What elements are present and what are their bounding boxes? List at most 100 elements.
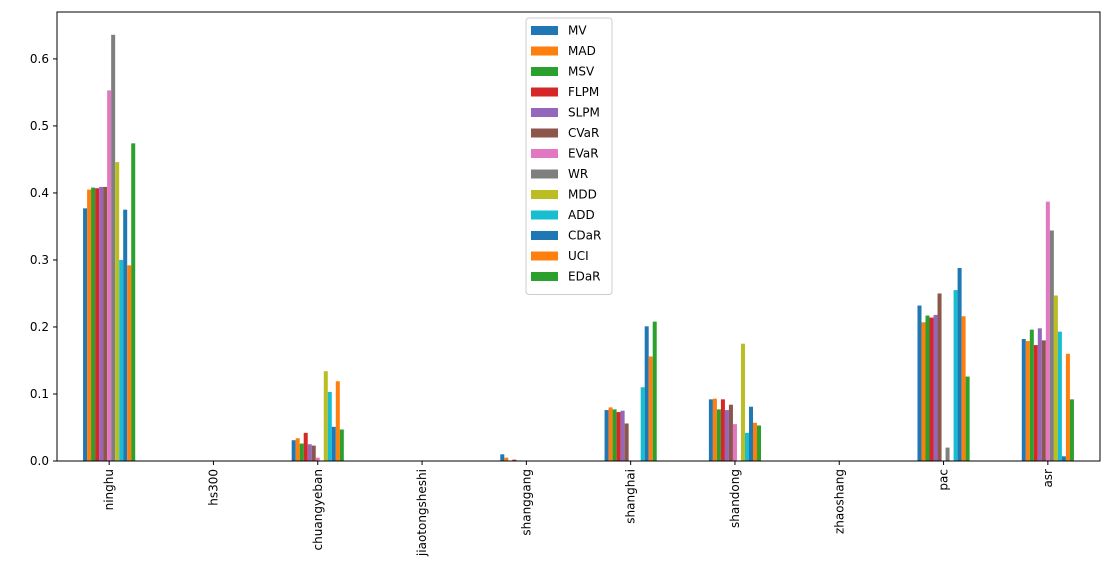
legend-swatch-add	[531, 210, 558, 220]
bar-msv-pac	[925, 315, 930, 461]
legend-label-add: ADD	[568, 208, 595, 222]
bar-flpm-shanghai	[616, 412, 621, 461]
legend-label-slpm: SLPM	[568, 106, 600, 120]
bar-evar-ninghu	[107, 90, 112, 461]
x-tick-label-ninghu: ninghu	[102, 469, 116, 510]
x-tick-label-shanghai: shanghai	[624, 469, 638, 524]
legend-swatch-wr	[531, 169, 558, 179]
bar-cvar-ninghu	[103, 186, 108, 462]
bar-mv-shanghai	[604, 410, 609, 461]
bar-mv-shanggang	[500, 454, 505, 461]
legend-label-cvar: CVaR	[568, 126, 599, 140]
bar-flpm-shanggang	[512, 459, 517, 461]
legend-swatch-mdd	[531, 190, 558, 199]
legend-swatch-mv	[531, 26, 558, 35]
x-tick-label-shanggang: shanggang	[519, 469, 533, 536]
legend-label-uci: UCI	[568, 249, 589, 263]
bar-uci-asr	[1065, 353, 1070, 461]
legend-label-mad: MAD	[568, 44, 596, 58]
x-tick-label-hs300: hs300	[206, 469, 220, 506]
bar-cdar-shanghai	[644, 326, 649, 461]
bar-cvar-shandong	[728, 404, 733, 461]
x-axis: ninghu hs300 chuangyeban jiaotongsheshi shan…	[102, 461, 1055, 557]
bar-msv-ninghu	[91, 187, 96, 461]
bar-mad-shanghai	[608, 407, 613, 461]
bar-slpm-shanghai	[620, 410, 625, 461]
bar-mad-shandong	[712, 398, 717, 461]
plot-frame	[56, 11, 1101, 462]
bar-cdar-ninghu	[123, 209, 128, 461]
bar-msv-asr	[1029, 329, 1034, 461]
y-tick-label: 0.6	[30, 52, 49, 66]
legend-swatch-slpm	[531, 108, 558, 117]
bar-mv-pac	[917, 305, 922, 461]
bar-slpm-asr	[1037, 328, 1042, 461]
bars-group	[83, 34, 1074, 462]
bar-flpm-shandong	[720, 399, 725, 461]
x-tick-label-pac: pac	[937, 469, 951, 491]
legend-label-evar: EVaR	[568, 147, 599, 161]
bar-cvar-chuangyeban	[311, 445, 316, 461]
bar-add-asr	[1057, 331, 1062, 461]
bar-mdd-chuangyeban	[323, 371, 328, 461]
bar-slpm-chuangyeban	[307, 444, 312, 461]
y-tick-label: 0.1	[30, 387, 49, 401]
bar-wr-asr	[1049, 230, 1054, 461]
bar-mdd-shandong	[740, 343, 745, 461]
bar-mv-ninghu	[83, 208, 88, 461]
bar-flpm-ninghu	[95, 188, 100, 461]
bar-mv-asr	[1021, 339, 1026, 461]
legend-swatch-cdar	[531, 231, 558, 240]
bar-uci-pac	[961, 316, 966, 461]
bar-mad-shanggang	[504, 457, 509, 461]
bar-wr-pac	[945, 447, 950, 461]
bar-uci-chuangyeban	[335, 381, 340, 461]
bar-add-shanghai	[640, 387, 645, 461]
legend-label-msv: MSV	[568, 65, 595, 79]
legend-box	[525, 17, 613, 295]
bar-mad-ninghu	[87, 189, 92, 462]
legend-label-mdd: MDD	[568, 188, 597, 202]
legend-swatch-mad	[531, 46, 558, 56]
bar-cdar-pac	[957, 267, 962, 461]
bar-flpm-chuangyeban	[303, 432, 308, 461]
bar-uci-shanghai	[648, 356, 653, 461]
bar-edar-shandong	[757, 425, 762, 461]
legend-label-wr: WR	[568, 167, 588, 181]
bar-slpm-ninghu	[99, 186, 104, 462]
bar-uci-shandong	[753, 422, 758, 461]
bar-msv-shandong	[716, 409, 721, 461]
bar-msv-chuangyeban	[299, 443, 304, 461]
bar-add-pac	[953, 290, 958, 461]
bar-cvar-asr	[1041, 340, 1046, 461]
legend-swatch-evar	[531, 149, 558, 158]
legend-swatch-uci	[531, 251, 558, 261]
x-tick-label-asr: asr	[1041, 469, 1055, 488]
bar-edar-asr	[1069, 399, 1074, 461]
bar-cvar-shanghai	[624, 423, 629, 461]
bar-cdar-asr	[1061, 456, 1066, 461]
x-tick-label-chuangyeban: chuangyeban	[311, 469, 325, 550]
bar-mdd-ninghu	[115, 162, 120, 461]
legend: MV MAD MSV FLPM SLPM CVaR EVaR WR MDD ADD CDaR UCI E…	[525, 17, 613, 295]
bar-evar-shandong	[732, 424, 737, 461]
legend-swatch-flpm	[531, 87, 558, 97]
bar-mad-asr	[1025, 341, 1030, 461]
bar-slpm-pac	[933, 314, 938, 461]
x-tick-label-jiaotongsheshi: jiaotongsheshi	[415, 469, 429, 557]
x-tick-label-shandong: shandong	[728, 469, 742, 528]
x-tick-label-zhaoshang: zhaoshang	[832, 469, 846, 534]
y-tick-label: 0.2	[30, 320, 49, 334]
bar-cdar-chuangyeban	[331, 426, 336, 461]
bar-flpm-asr	[1033, 345, 1038, 461]
legend-swatch-edar	[531, 272, 558, 281]
y-tick-label: 0.0	[30, 454, 49, 468]
y-tick-label: 0.3	[30, 253, 49, 267]
bar-msv-shanghai	[612, 409, 617, 461]
bar-mv-chuangyeban	[291, 440, 296, 461]
bar-slpm-shandong	[724, 410, 729, 461]
bar-mad-pac	[921, 322, 926, 461]
legend-swatch-msv	[531, 67, 558, 76]
bar-wr-ninghu	[111, 34, 116, 462]
